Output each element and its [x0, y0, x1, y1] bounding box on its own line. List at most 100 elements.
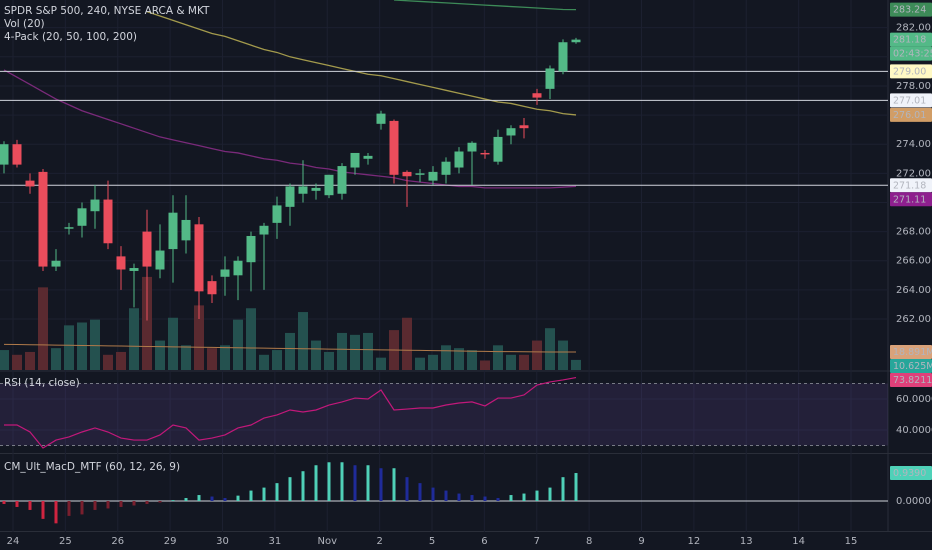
rsi-label: RSI (14, close) — [4, 377, 80, 389]
histogram-bar — [353, 465, 357, 502]
volume-bar — [415, 357, 425, 370]
price-tag — [890, 192, 932, 207]
x-tick-label: 15 — [845, 536, 858, 547]
volume-bar — [181, 345, 191, 370]
price-tag — [890, 2, 932, 17]
candle-body — [259, 225, 269, 235]
candle-body — [64, 227, 74, 229]
x-tick-label: 6 — [481, 536, 487, 547]
candle-body — [103, 199, 113, 244]
y-tick-label: 262.00 — [896, 314, 931, 325]
histogram-bar — [171, 500, 175, 502]
histogram-bar — [223, 498, 227, 502]
candle-body — [207, 281, 217, 295]
histogram-bar — [197, 495, 201, 502]
candle-body — [233, 260, 243, 276]
x-tick-label: 29 — [164, 536, 177, 547]
histogram-bar — [535, 490, 539, 502]
volume-bar — [129, 308, 139, 370]
histogram-bar — [431, 487, 435, 502]
histogram-bar — [288, 477, 292, 502]
volume-bar — [324, 351, 334, 370]
histogram-bar — [184, 498, 188, 502]
volume-bar — [285, 332, 295, 370]
histogram-bar — [145, 501, 149, 504]
candle-body — [38, 171, 48, 267]
price-tag — [890, 359, 932, 374]
y-tick-label: 282.00 — [896, 23, 931, 34]
candle-body — [571, 39, 581, 43]
x-tick-label: 24 — [7, 536, 20, 547]
price-tag — [890, 466, 932, 481]
candle-body — [324, 174, 334, 196]
x-tick-label: 8 — [586, 536, 592, 547]
candle-body — [311, 187, 321, 191]
x-tick-label: 5 — [429, 536, 435, 547]
volume-bar — [259, 354, 269, 370]
candle-body — [298, 186, 308, 194]
candle-body — [363, 155, 373, 159]
volume-bar — [64, 325, 74, 370]
histogram-bar — [15, 501, 19, 507]
histogram-bar — [379, 468, 383, 502]
candle-body — [415, 173, 425, 175]
histogram-bar — [28, 501, 32, 510]
y-tick-label: 60.0000 — [896, 394, 932, 405]
histogram-bar — [106, 501, 110, 509]
candle-body — [90, 199, 100, 212]
price-tag — [890, 373, 932, 388]
histogram-bar — [548, 487, 552, 502]
price-tag-label: 02:43:25 — [893, 49, 932, 60]
candle-body — [220, 269, 230, 277]
histogram-bar — [210, 496, 214, 502]
candle-body — [428, 171, 438, 181]
candle-body — [181, 219, 191, 241]
price-tag-label: 271.11 — [893, 194, 926, 205]
x-tick-label: 14 — [792, 536, 805, 547]
moving-average-line — [393, 0, 577, 11]
price-tag-label: 277.01 — [893, 95, 926, 106]
price-tag-label: 281.18 — [893, 35, 926, 46]
price-tag — [890, 345, 932, 360]
candle-body — [12, 144, 22, 165]
histogram-bar — [392, 468, 396, 502]
price-tags: 283.24 281.18 02:43:25 279.00 277.01 276.01 27… — [890, 2, 932, 481]
histogram-bar — [119, 501, 123, 507]
histogram-bar — [405, 477, 409, 502]
price-tag — [890, 93, 932, 108]
histogram-bar — [561, 477, 565, 502]
moving-average-line — [146, 11, 577, 116]
candle-body — [272, 205, 282, 223]
histogram-bar — [483, 496, 487, 502]
volume-bar — [25, 351, 35, 370]
candle-body — [129, 268, 139, 271]
volume-bar — [168, 317, 178, 370]
histogram-bar — [54, 501, 58, 524]
volume-bar — [233, 319, 243, 370]
x-tick-label: 7 — [534, 536, 540, 547]
price-tag — [890, 32, 932, 47]
volume-bar — [402, 317, 412, 370]
price-tag-label: 18.891M — [893, 347, 932, 358]
volume-bar — [441, 345, 451, 370]
histogram-bar — [522, 493, 526, 502]
price-tag — [890, 107, 932, 122]
price-tag — [890, 64, 932, 79]
x-tick-label: 12 — [688, 536, 701, 547]
candle-body — [441, 161, 451, 175]
volume-bar — [103, 354, 113, 370]
histogram-bar — [301, 471, 305, 502]
price-tag-label: 279.00 — [893, 66, 926, 77]
x-tick-label: 30 — [216, 536, 229, 547]
rsi-band — [0, 383, 888, 446]
volume-bar — [506, 354, 516, 370]
candle-body — [77, 208, 87, 226]
y-tick-label: 0.0000 — [896, 496, 931, 507]
x-tick-label: 2 — [376, 536, 382, 547]
histogram-bar — [2, 501, 6, 504]
histogram-bar — [262, 487, 266, 502]
y-tick-label: 278.00 — [896, 81, 931, 92]
y-tick-label: 40.0000 — [896, 425, 932, 436]
